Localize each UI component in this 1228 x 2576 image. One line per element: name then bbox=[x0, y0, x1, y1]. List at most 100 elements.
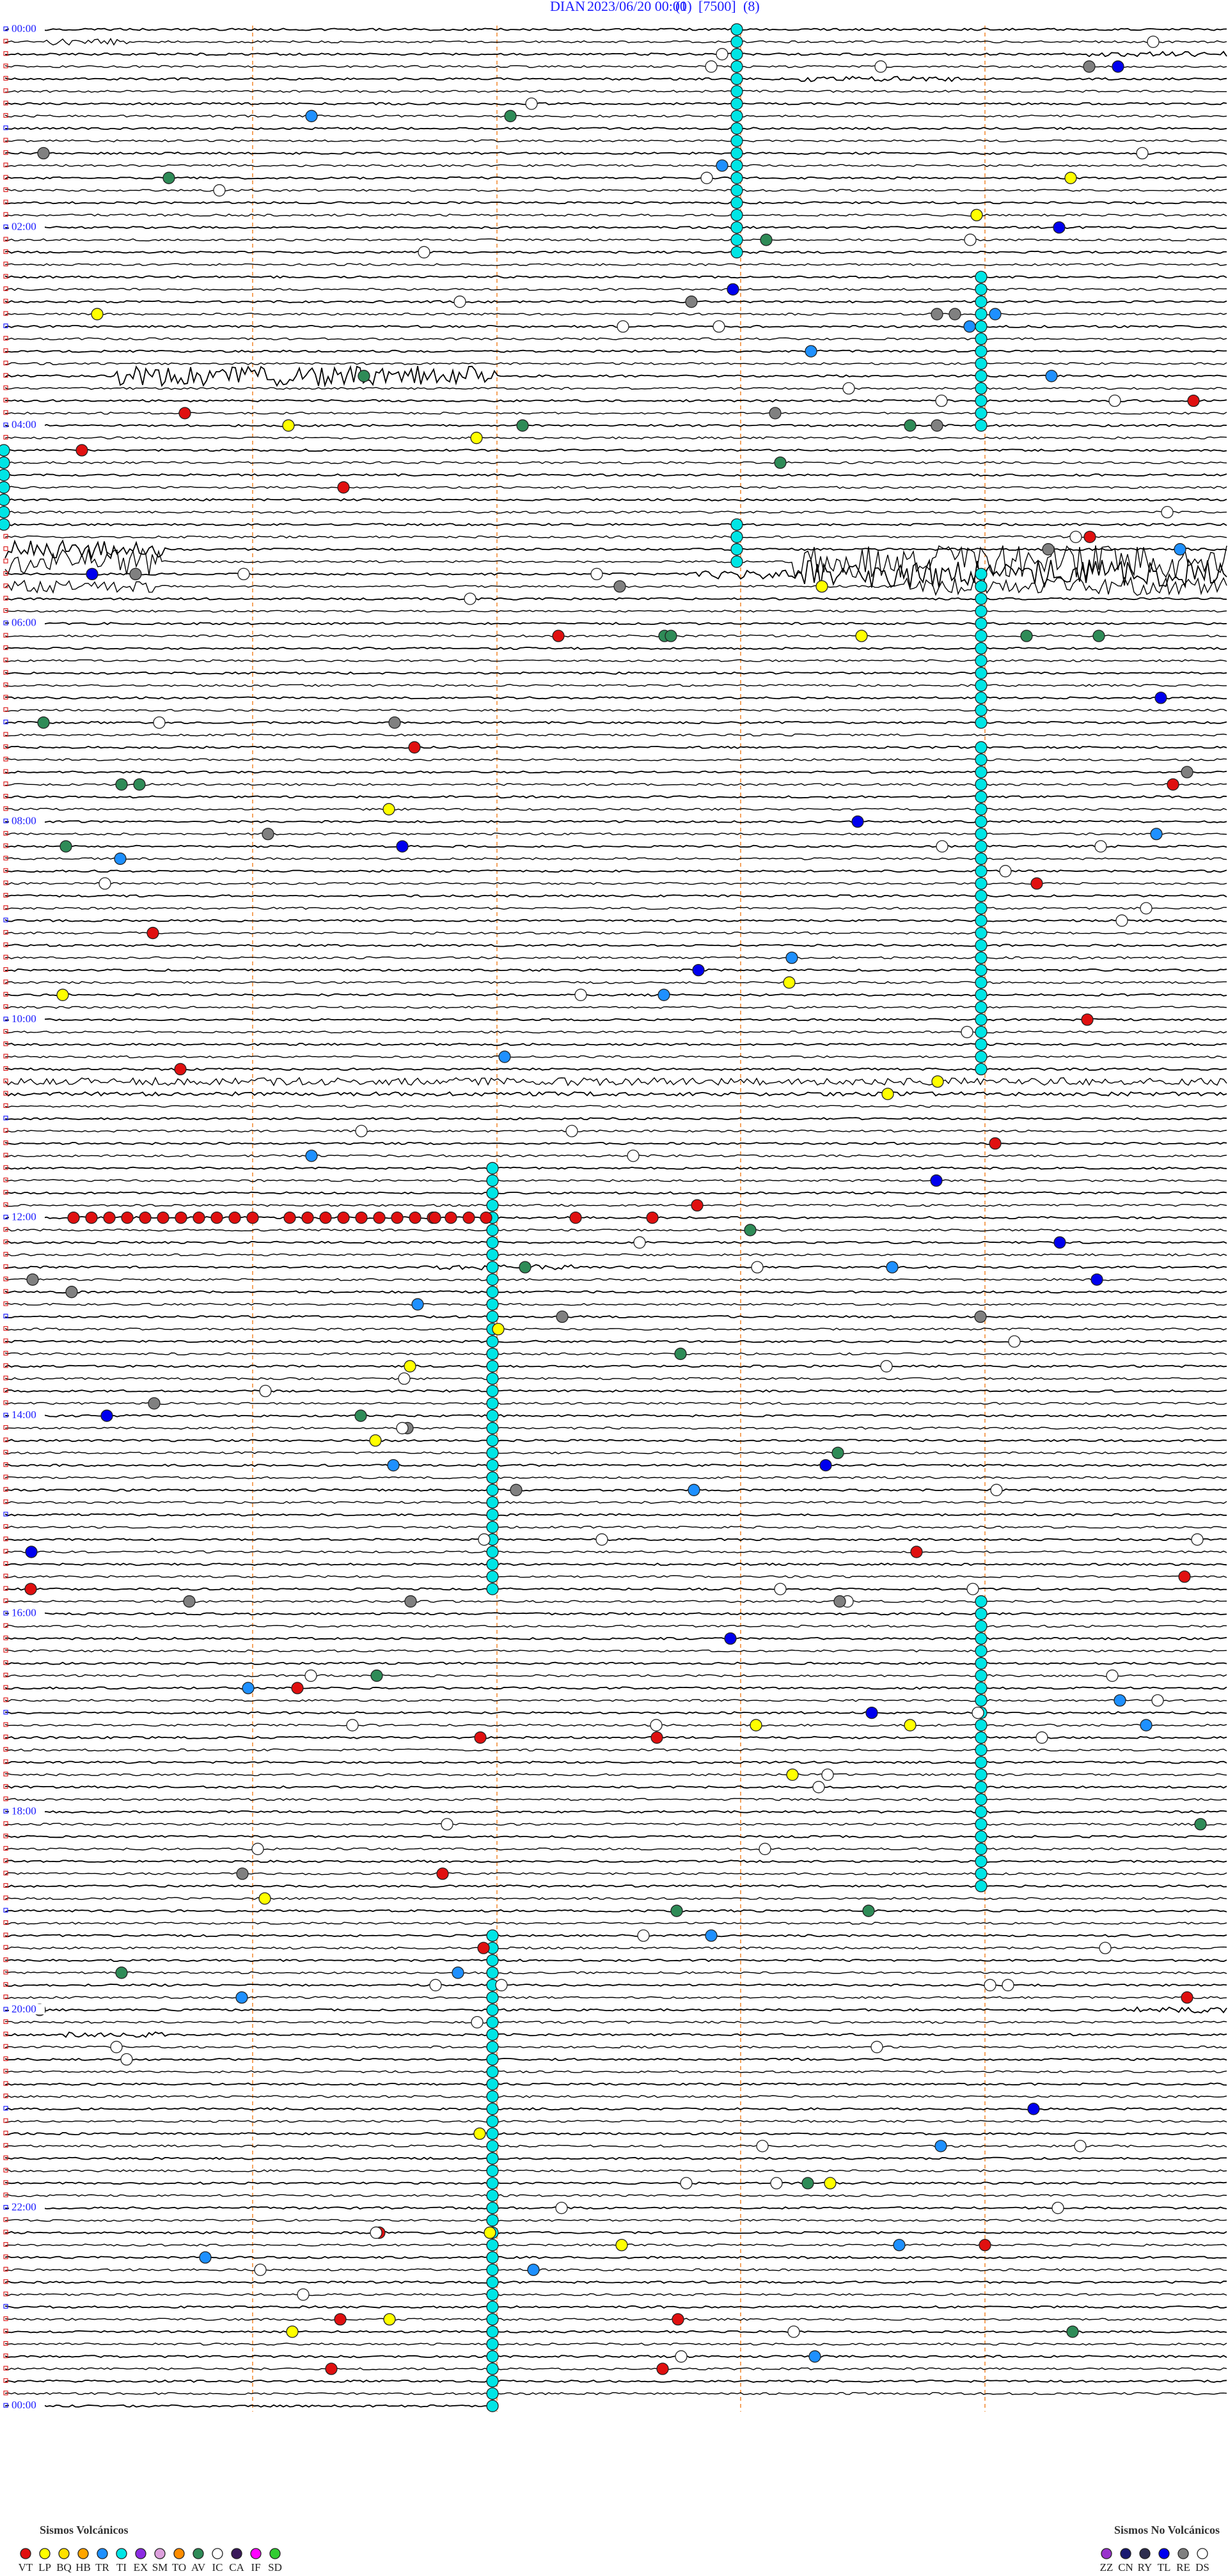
event-marker bbox=[337, 481, 350, 494]
row-marker bbox=[3, 533, 8, 539]
trace bbox=[4, 1203, 1227, 1207]
event-marker bbox=[730, 159, 743, 172]
row-marker bbox=[3, 806, 8, 811]
event-marker bbox=[808, 2350, 821, 2363]
event-marker bbox=[685, 296, 698, 308]
row-marker bbox=[3, 1710, 8, 1715]
event-marker bbox=[486, 2003, 499, 2016]
event-marker bbox=[936, 840, 949, 853]
row-marker bbox=[3, 397, 8, 403]
event-marker bbox=[396, 840, 409, 853]
trace bbox=[4, 2367, 1227, 2371]
row-marker bbox=[3, 2118, 8, 2123]
event-marker bbox=[486, 1397, 499, 1410]
event-marker bbox=[730, 109, 743, 123]
row-marker bbox=[3, 1734, 8, 1739]
legend-swatch bbox=[97, 2548, 108, 2559]
trace bbox=[4, 38, 1227, 46]
row-marker bbox=[3, 1177, 8, 1183]
event-marker bbox=[975, 394, 988, 407]
trace bbox=[4, 151, 1227, 155]
event-marker bbox=[474, 1731, 487, 1744]
event-marker bbox=[242, 1682, 255, 1695]
trace bbox=[4, 1661, 1227, 1665]
row-marker bbox=[3, 1537, 8, 1542]
event-marker bbox=[865, 1706, 878, 1719]
event-marker bbox=[975, 902, 988, 915]
event-marker bbox=[730, 134, 743, 147]
trace bbox=[4, 2343, 1227, 2346]
event-marker bbox=[555, 2201, 568, 2215]
row-marker bbox=[3, 2254, 8, 2259]
event-marker bbox=[730, 543, 743, 556]
event-marker bbox=[75, 444, 88, 457]
row-marker bbox=[3, 2279, 8, 2284]
event-marker bbox=[1174, 543, 1186, 556]
event-marker bbox=[904, 419, 917, 432]
row-marker bbox=[3, 299, 8, 304]
event-marker bbox=[486, 2214, 499, 2227]
event-marker bbox=[590, 567, 603, 581]
traces bbox=[3, 26, 1227, 2408]
event-marker bbox=[486, 1471, 499, 1484]
event-marker bbox=[1108, 394, 1121, 407]
event-marker bbox=[0, 456, 10, 469]
event-marker bbox=[975, 667, 988, 679]
trace bbox=[4, 1649, 1227, 1653]
trace bbox=[4, 1426, 1227, 1430]
trace bbox=[4, 1723, 1227, 1727]
event-marker bbox=[975, 345, 988, 358]
event-marker bbox=[129, 567, 142, 581]
event-marker bbox=[193, 1211, 205, 1224]
header: DIAN 2023/06/20 00:00 (1) [7500] (8) bbox=[550, 0, 760, 14]
event-marker bbox=[724, 1632, 737, 1645]
event-marker bbox=[975, 308, 988, 320]
row-marker bbox=[3, 2328, 8, 2334]
event-marker bbox=[975, 382, 988, 395]
row-marker bbox=[3, 200, 8, 205]
hour-label-bg bbox=[9, 1014, 45, 1024]
row-marker bbox=[3, 1190, 8, 1195]
event-marker bbox=[486, 1273, 499, 1286]
event-marker bbox=[975, 642, 988, 655]
trace bbox=[5, 696, 1227, 700]
trace bbox=[4, 1934, 1227, 1938]
trace bbox=[4, 2031, 1227, 2038]
event-marker bbox=[650, 1719, 663, 1732]
event-marker bbox=[486, 2140, 499, 2153]
event-marker bbox=[862, 1904, 875, 1917]
event-marker bbox=[975, 357, 988, 370]
event-marker bbox=[396, 1421, 409, 1435]
event-marker bbox=[975, 1805, 988, 1819]
hour-label: 16:00 bbox=[12, 1607, 36, 1619]
trace bbox=[5, 337, 1227, 341]
event-marker bbox=[355, 1125, 368, 1137]
event-marker bbox=[975, 419, 988, 432]
row-marker bbox=[3, 175, 8, 180]
event-marker bbox=[1191, 1533, 1204, 1546]
event-marker bbox=[975, 283, 988, 296]
event-marker bbox=[975, 1694, 988, 1707]
event-marker bbox=[650, 1731, 663, 1744]
row-marker bbox=[3, 695, 8, 700]
event-marker bbox=[674, 1347, 687, 1361]
event-marker bbox=[486, 1310, 499, 1324]
trace bbox=[4, 1897, 1227, 1900]
legend-swatch bbox=[39, 2548, 51, 2559]
event-marker bbox=[615, 2238, 628, 2252]
event-marker bbox=[486, 2300, 499, 2314]
trace bbox=[4, 1636, 1227, 1641]
trace bbox=[4, 2330, 1227, 2334]
row-marker bbox=[3, 348, 8, 353]
event-marker bbox=[975, 840, 988, 853]
row-marker bbox=[3, 2180, 8, 2185]
row-marker bbox=[3, 1945, 8, 1950]
event-marker bbox=[665, 629, 677, 642]
event-marker bbox=[975, 271, 988, 283]
event-marker bbox=[91, 308, 104, 320]
row-marker bbox=[3, 1252, 8, 1257]
event-marker bbox=[115, 778, 128, 791]
row-marker bbox=[3, 1140, 8, 1146]
event-marker bbox=[975, 370, 988, 383]
row-marker bbox=[3, 1759, 8, 1764]
